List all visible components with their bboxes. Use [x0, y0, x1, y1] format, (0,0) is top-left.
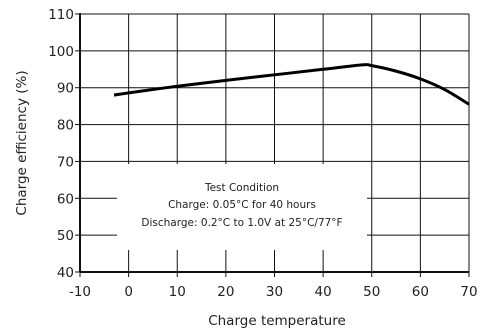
y-tick-label: 50: [57, 228, 74, 244]
axes: [75, 13, 470, 277]
series-layer: [113, 63, 470, 106]
annotation-background: [117, 164, 367, 250]
y-tick-label: 40: [57, 265, 74, 281]
x-tick-label: -10: [69, 284, 91, 300]
y-tick-label: 90: [57, 81, 74, 97]
y-axis-title: Charge efficiency (%): [14, 70, 30, 215]
series-line: [113, 63, 470, 106]
x-tick-label: 50: [363, 284, 380, 300]
annotation-line-2: Charge: 0.05°C for 40 hours: [168, 199, 316, 211]
y-tick-label: 100: [48, 44, 74, 60]
x-tick-label: 20: [217, 284, 234, 300]
y-tick-label: 80: [57, 118, 74, 134]
x-tick-label: 40: [315, 284, 332, 300]
tick-labels: 40 50 60 70 80 90 100 110 -10 0 10 20 30 40 50 60 70: [48, 7, 477, 300]
y-tick-label: 110: [48, 7, 74, 23]
x-tick-label: 60: [412, 284, 429, 300]
x-tick-label: 30: [266, 284, 283, 300]
x-tick-label: 10: [169, 284, 186, 300]
x-tick-label: 70: [460, 284, 477, 300]
y-tick-label: 70: [57, 154, 74, 170]
annotation-line-1: Test Condition: [204, 182, 279, 194]
annotation-box: Test Condition Charge: 0.05°C for 40 hou…: [117, 164, 367, 250]
annotation-line-3: Discharge: 0.2°C to 1.0V at 25°C/77°F: [141, 217, 342, 229]
x-axis-title: Charge temperature: [208, 313, 346, 329]
grid: [80, 13, 470, 272]
x-tick-label: 0: [124, 284, 133, 300]
y-tick-label: 60: [57, 191, 74, 207]
